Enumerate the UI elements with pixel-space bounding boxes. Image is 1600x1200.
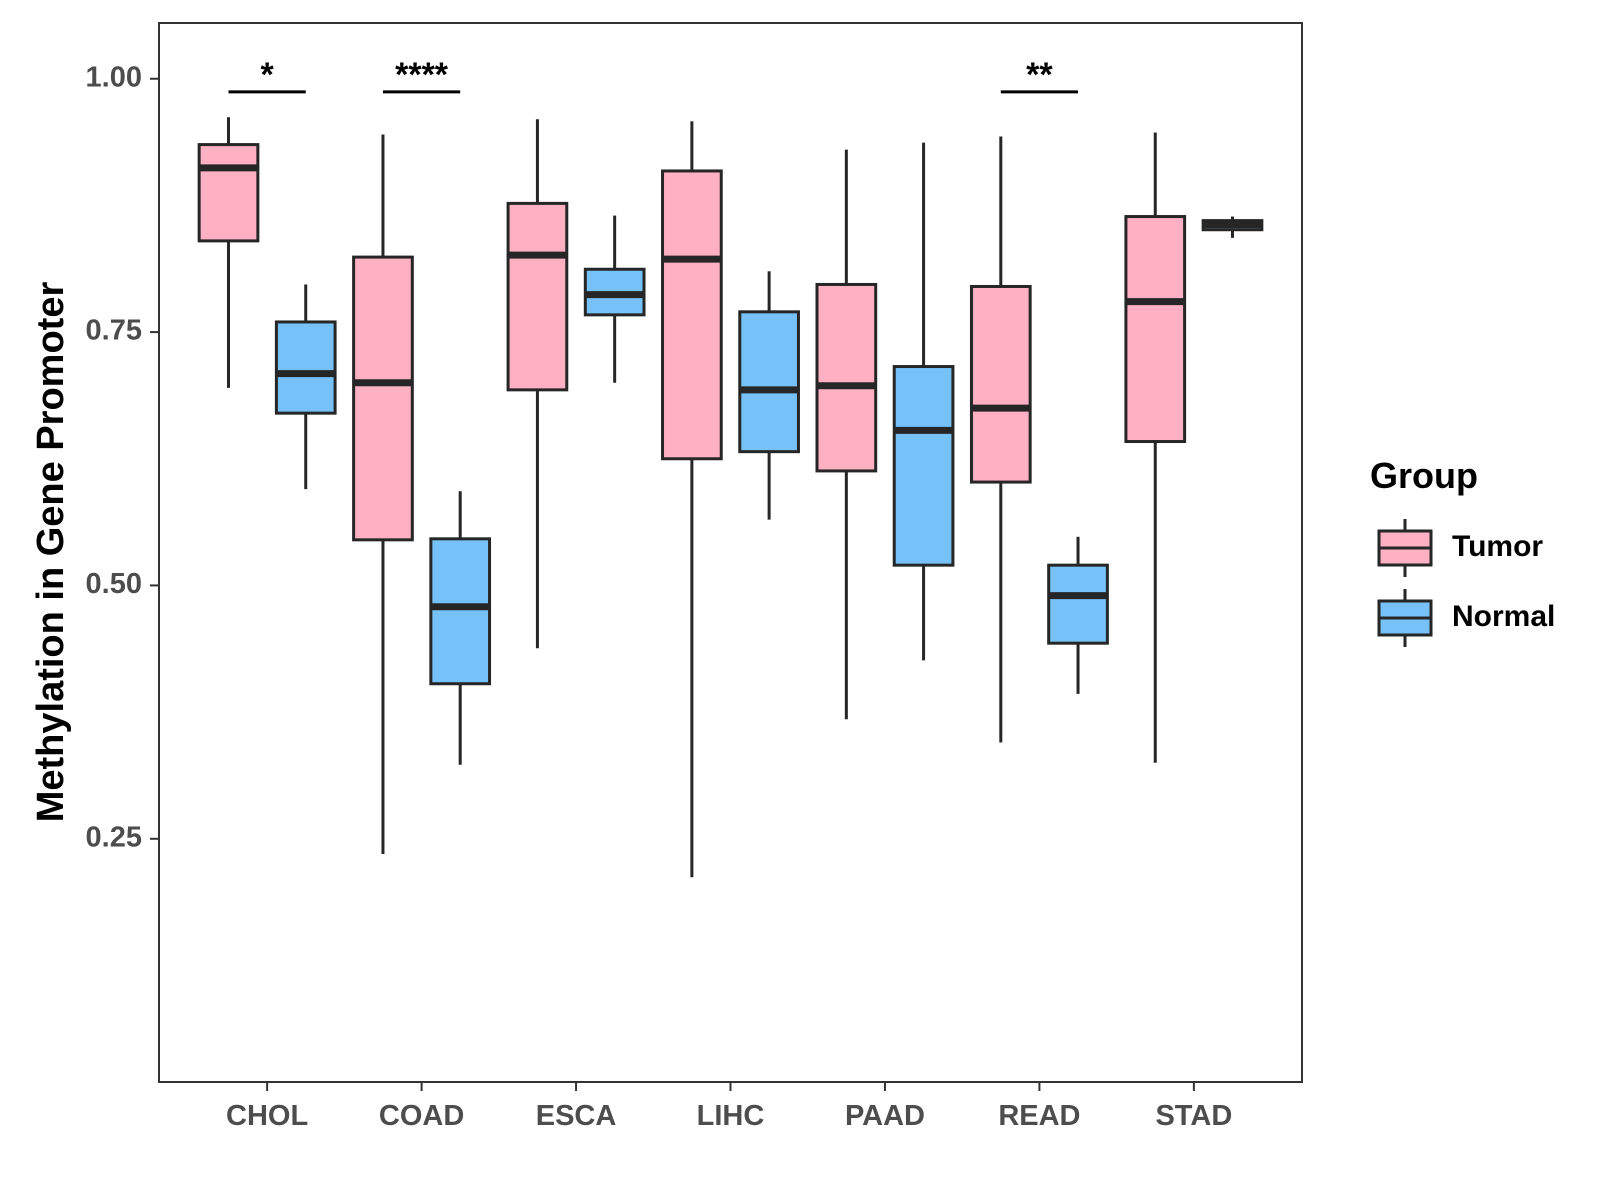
y-tick-label: 1.00: [86, 61, 142, 93]
x-tick-label-chol: CHOL: [226, 1100, 308, 1132]
box-body: [429, 537, 492, 686]
legend-label-tumor: Tumor: [1452, 530, 1543, 563]
box-tumor-lihc: [661, 121, 723, 878]
box-normal-lihc: [738, 271, 800, 520]
box-body: [274, 320, 337, 415]
x-tick-label-read: READ: [998, 1100, 1080, 1132]
box-tumor-paad: [815, 149, 878, 720]
box-body: [969, 284, 1032, 484]
x-tick-label-paad: PAAD: [845, 1100, 925, 1132]
y-tick-label: 0.75: [86, 315, 142, 347]
box-tumor-read: [969, 136, 1032, 743]
plot-panel: [158, 22, 1303, 1083]
legend-entry-tumor: Tumor: [1377, 519, 1543, 577]
box-normal-coad: [429, 491, 492, 765]
box-tumor-esca: [506, 119, 569, 649]
box-body: [661, 169, 723, 461]
y-axis: 0.25 0.50 0.75 1.00: [86, 61, 159, 853]
significance-label-coad: ****: [395, 56, 449, 94]
box-body: [1047, 563, 1109, 645]
box-body: [738, 310, 800, 454]
box-normal-chol: [274, 284, 337, 490]
box-body: [352, 255, 414, 542]
box-tumor-chol: [197, 117, 260, 388]
x-tick-label-lihc: LIHC: [697, 1100, 765, 1132]
legend: Group Tumor Normal: [1370, 455, 1555, 647]
y-tick-label: 0.50: [86, 568, 142, 600]
box-normal-read: [1047, 536, 1109, 694]
boxes-layer: [197, 117, 1264, 878]
significance-annotations: * **** **: [228, 56, 1079, 94]
x-tick-label-stad: STAD: [1155, 1100, 1232, 1132]
y-axis-title: Methylation in Gene Promoter: [30, 282, 72, 823]
box-body: [197, 143, 260, 243]
box-tumor-coad: [352, 134, 414, 854]
box-tumor-stad: [1124, 132, 1187, 763]
box-body: [506, 201, 569, 392]
x-axis: CHOL COAD ESCA LIHC PAAD READ STAD: [226, 1082, 1232, 1132]
box-normal-esca: [583, 215, 646, 383]
box-body: [1124, 215, 1187, 444]
significance-label-read: **: [1026, 56, 1053, 94]
x-tick-label-coad: COAD: [379, 1100, 464, 1132]
box-body: [815, 282, 878, 473]
significance-label-chol: *: [261, 56, 275, 94]
box-normal-paad: [892, 142, 955, 661]
legend-entry-normal: Normal: [1377, 589, 1555, 647]
box-normal-stad: [1201, 216, 1264, 238]
x-tick-label-esca: ESCA: [536, 1100, 617, 1132]
y-tick-label: 0.25: [86, 821, 142, 853]
legend-label-normal: Normal: [1452, 600, 1555, 633]
box-body: [892, 365, 955, 567]
legend-title: Group: [1370, 455, 1478, 496]
